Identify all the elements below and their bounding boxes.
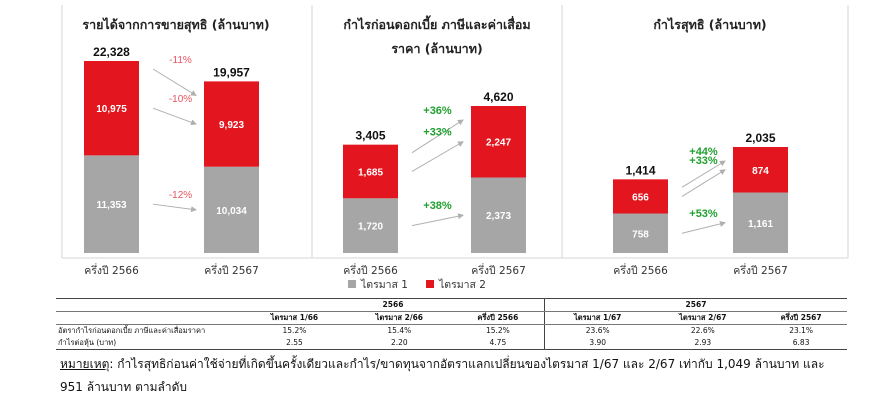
kpi-cell: 22.6% — [690, 326, 715, 335]
footnote: หมายเหตุ: กำไรสุทธิก่อนค่าใช้จ่ายที่เกิด… — [60, 353, 850, 399]
kpi-header-blank — [56, 311, 242, 325]
total-label: 19,957 — [213, 65, 250, 79]
footnote-text: : กำไรสุทธิก่อนค่าใช้จ่ายที่เกิดขึ้นครั้… — [60, 357, 825, 394]
kpi-table-corner — [56, 298, 242, 312]
bar-q1 — [471, 177, 526, 253]
bar-q2 — [84, 61, 139, 156]
x-tick-label: ครึ่งปี 2567 — [204, 263, 259, 277]
growth-label-q2: +33% — [423, 127, 452, 139]
data-label-q1: 11,353 — [96, 200, 126, 211]
kpi-cell: 15.2% — [282, 326, 307, 335]
ebitda-chart-title-line1: กำไรก่อนดอกเบี้ย ภาษีและค่าเสื่อม — [343, 15, 530, 32]
bar-q2 — [204, 81, 259, 167]
legend-label-q1: ไตรมาส 1 — [360, 278, 408, 291]
bar-q1 — [613, 213, 668, 253]
growth-arrow — [152, 107, 197, 126]
bar-q2 — [613, 179, 668, 214]
total-label: 3,405 — [355, 129, 385, 143]
growth-label-q2: +33% — [689, 155, 718, 167]
growth-label-total: -11% — [169, 55, 192, 66]
data-label-q1: 2,373 — [486, 211, 511, 222]
footnote-label: หมายเหตุ — [60, 357, 110, 371]
revenue-chart-title: รายได้จากการขายสุทธิ (ล้านบาท) — [82, 17, 269, 33]
data-label-q1: 10,034 — [216, 206, 247, 217]
kpi-year-2566: 2566 — [242, 298, 545, 312]
growth-arrow — [681, 160, 726, 188]
kpi-row-label: กำไรต่อหุ้น (บาท) — [56, 337, 242, 350]
kpi-row-ebitda-margin: อัตรากำไรก่อนดอกเบี้ย ภาษีและค่าเสื่อมรา… — [56, 324, 847, 337]
legend-swatch-q1 — [348, 280, 356, 288]
bar-q1 — [733, 192, 788, 253]
net-profit-chart-title: กำไรสุทธิ (ล้านบาท) — [653, 17, 766, 33]
bar-q1 — [84, 155, 139, 253]
growth-arrow — [681, 169, 726, 197]
kpi-table: 2566 2567 ไตรมาส 1/66 ไตรมาส 2/66 ครึ่งป… — [56, 298, 847, 350]
growth-arrow — [152, 203, 197, 213]
legend-swatch-q2 — [426, 280, 434, 288]
kpi-cell: 2.55 — [242, 337, 347, 350]
kpi-cell: 2.20 — [346, 337, 452, 350]
growth-arrow — [152, 68, 197, 96]
total-label: 4,620 — [483, 90, 513, 104]
chart-marks: 11,353 10,975 22,328 ครึ่งปี 2566 10,034 9,92… — [84, 45, 788, 277]
growth-label-total: +44% — [689, 146, 718, 158]
kpi-header: ครึ่งปี 2566 — [451, 311, 545, 325]
growth-arrow — [411, 119, 464, 154]
growth-arrow — [411, 141, 464, 172]
growth-label-q1: -12% — [169, 190, 192, 201]
total-label: 1,414 — [625, 163, 655, 177]
total-label: 2,035 — [745, 131, 775, 145]
x-tick-label: ครึ่งปี 2566 — [84, 263, 139, 277]
kpi-header: ครึ่งปี 2567 — [755, 311, 847, 325]
kpi-row-label: อัตรากำไรก่อนดอกเบี้ย ภาษีและค่าเสื่อมรา… — [58, 326, 206, 335]
x-tick-label: ครึ่งปี 2566 — [343, 263, 398, 277]
kpi-table-year-row: 2566 2567 — [56, 298, 847, 312]
kpi-cell: 6.83 — [755, 337, 847, 350]
growth-label-q2: -10% — [169, 94, 192, 105]
bar-q2 — [733, 147, 788, 193]
total-label: 22,328 — [93, 45, 130, 59]
bar-q1 — [204, 166, 259, 253]
ebitda-chart-title-line2: ราคา (ล้านบาท) — [391, 41, 482, 56]
kpi-cell: 23.6% — [543, 324, 651, 337]
x-tick-label: ครึ่งปี 2567 — [733, 263, 788, 277]
kpi-cell: 15.4% — [387, 326, 412, 335]
data-label-q2: 656 — [632, 192, 649, 203]
kpi-cell: 3.90 — [543, 337, 651, 350]
kpi-row-eps: กำไรต่อหุ้น (บาท) 2.55 2.20 4.75 3.90 2.… — [56, 337, 847, 350]
kpi-header: ไตรมาส 2/67 — [650, 311, 756, 325]
kpi-cell: 4.75 — [451, 337, 545, 350]
data-label-q2: 874 — [752, 166, 769, 177]
data-label-q1: 758 — [632, 229, 649, 240]
x-tick-label: ครึ่งปี 2567 — [471, 263, 526, 277]
financial-charts: รายได้จากการขายสุทธิ (ล้านบาท) กำไรก่อนด… — [61, 5, 849, 291]
data-label-q1: 1,720 — [358, 222, 383, 233]
data-label-q2: 2,247 — [486, 138, 511, 149]
x-tick-label: ครึ่งปี 2566 — [613, 263, 668, 277]
bar-q1 — [343, 198, 398, 253]
kpi-header: ไตรมาส 2/66 — [346, 311, 452, 325]
growth-label-q1: +38% — [423, 200, 452, 212]
growth-label-q1: +53% — [689, 208, 718, 220]
data-label-q2: 9,923 — [219, 120, 244, 131]
data-label-q1: 1,161 — [748, 219, 773, 230]
bar-q2 — [471, 106, 526, 178]
kpi-year-2567: 2567 — [543, 298, 847, 312]
growth-arrow — [681, 221, 726, 234]
kpi-header: ไตรมาส 1/67 — [543, 311, 651, 325]
kpi-table-header-row: ไตรมาส 1/66 ไตรมาส 2/66 ครึ่งปี 2566 ไตร… — [56, 311, 847, 325]
growth-arrow — [411, 213, 464, 227]
kpi-cell: 15.2% — [485, 326, 510, 335]
data-label-q2: 10,975 — [96, 104, 127, 115]
growth-label-total: +36% — [423, 105, 452, 117]
bar-q2 — [343, 144, 398, 199]
data-label-q2: 1,685 — [358, 167, 383, 178]
legend-label-q2: ไตรมาส 2 — [438, 278, 486, 291]
kpi-header: ไตรมาส 1/66 — [242, 311, 347, 325]
kpi-cell: 23.1% — [789, 326, 814, 335]
kpi-cell: 2.93 — [650, 337, 756, 350]
